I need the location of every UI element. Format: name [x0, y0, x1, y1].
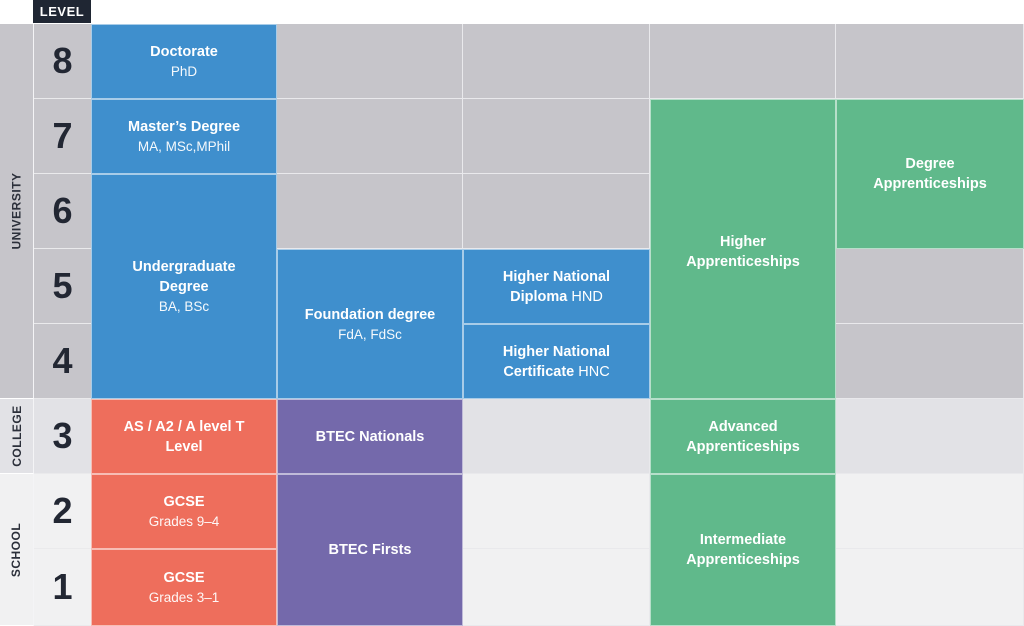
level-header: LEVEL — [33, 0, 91, 23]
qualification-higher-national-diploma[interactable]: Higher National Diploma HND — [463, 249, 650, 324]
qualification-title: Foundation degree — [305, 305, 436, 325]
grid-cell — [463, 174, 650, 249]
grid-cell — [277, 24, 463, 99]
qualification-foundation-degree[interactable]: Foundation degree FdA, FdSc — [277, 249, 463, 399]
qualification-abbreviation: HND — [571, 288, 603, 305]
grid-cell — [836, 549, 1024, 626]
grid-cell — [463, 399, 650, 474]
title-text: Advanced Apprenticeships — [686, 418, 800, 455]
level-number: 2 — [34, 474, 91, 549]
level-number: 5 — [34, 249, 91, 324]
qualification-examples: MA, MSc,MPhil — [137, 139, 231, 154]
grid-cell — [836, 324, 1024, 399]
grid-cell — [277, 99, 463, 174]
qualification-title: Intermediate Apprenticeships — [678, 530, 808, 570]
level-number: 4 — [34, 324, 91, 399]
title-text: Higher National Diploma — [502, 268, 611, 305]
qualification-as-a2-a-level-t-level[interactable]: AS / A2 / A level T Level — [91, 399, 277, 474]
qualification-intermediate-apprenticeships[interactable]: Intermediate Apprenticeships — [650, 474, 836, 626]
qualification-examples: Grades 9–4 — [148, 514, 220, 529]
qualification-title: GCSE — [163, 568, 204, 588]
qualification-title: GCSE — [163, 492, 204, 512]
section-label-text: COLLEGE — [9, 405, 24, 467]
qualification-title: Higher National Diploma HND — [492, 267, 622, 307]
title-text: Higher National Certificate — [502, 343, 611, 380]
qualification-examples: FdA, FdSc — [338, 326, 402, 342]
level-number: 8 — [34, 24, 91, 99]
grid-cell — [650, 24, 836, 99]
title-text: GCSE — [163, 570, 205, 586]
qualification-examples: PhD — [170, 64, 198, 79]
section-label-college: COLLEGE — [0, 399, 34, 474]
qualification-title: AS / A2 / A level T Level — [119, 417, 249, 457]
title-text: Undergraduate Degree — [132, 259, 236, 295]
level-number: 6 — [34, 174, 91, 249]
qualification-examples: BA, BSc — [158, 299, 210, 314]
qualification-title: Undergraduate Degree — [119, 257, 249, 297]
qualification-title: Higher National Certificate HNC — [492, 342, 622, 382]
title-text: Intermediate Apprenticeships — [686, 532, 800, 568]
grid-cell — [836, 24, 1024, 99]
qualification-master-s-degree[interactable]: Master’s Degree MA, MSc,MPhil — [91, 99, 277, 174]
level-number: 3 — [34, 399, 91, 474]
qualification-higher-national-certificate[interactable]: Higher National Certificate HNC — [463, 324, 650, 399]
grid-cell — [836, 249, 1024, 324]
section-label-school: SCHOOL — [0, 474, 34, 626]
grid-cell — [836, 474, 1024, 549]
title-text: Foundation degree — [304, 306, 436, 323]
section-label-university: UNIVERSITY — [0, 24, 34, 399]
grid-cell — [463, 24, 650, 99]
title-text: AS / A2 / A level T Level — [123, 418, 245, 455]
title-text: BTEC Firsts — [328, 542, 412, 558]
qualification-title: Higher Apprenticeships — [678, 232, 808, 272]
qualification-doctorate[interactable]: Doctorate PhD — [91, 24, 277, 99]
qualification-title: BTEC Nationals — [316, 427, 425, 447]
grid-cell — [463, 549, 650, 626]
qualification-title: BTEC Firsts — [329, 540, 412, 560]
qualification-examples: Grades 3–1 — [148, 590, 220, 605]
qualification-title: Degree Apprenticeships — [860, 154, 1000, 194]
qualification-btec-firsts[interactable]: BTEC Firsts — [277, 474, 463, 626]
qualification-title: Advanced Apprenticeships — [678, 417, 808, 457]
section-label-text: SCHOOL — [9, 522, 24, 577]
level-number: 1 — [34, 549, 91, 626]
qualification-abbreviation: HNC — [578, 363, 610, 380]
qualification-title: Master’s Degree — [128, 117, 240, 137]
qualification-gcse[interactable]: GCSE Grades 3–1 — [91, 549, 277, 626]
qualification-btec-nationals[interactable]: BTEC Nationals — [277, 399, 463, 474]
qualification-higher-apprenticeships[interactable]: Higher Apprenticeships — [650, 99, 836, 399]
grid-cell — [463, 99, 650, 174]
qualification-undergraduate-degree[interactable]: Undergraduate Degree BA, BSc — [91, 174, 277, 399]
title-text: Higher Apprenticeships — [686, 234, 800, 270]
title-text: Doctorate — [150, 44, 218, 60]
grid-cell — [836, 399, 1024, 474]
grid-cell — [277, 174, 463, 249]
qualification-advanced-apprenticeships[interactable]: Advanced Apprenticeships — [650, 399, 836, 474]
section-label-text: UNIVERSITY — [9, 172, 24, 250]
title-text: BTEC Nationals — [315, 428, 425, 445]
grid-cell — [463, 474, 650, 549]
qualification-title: Doctorate — [150, 42, 218, 62]
qualification-degree-apprenticeships[interactable]: Degree Apprenticeships — [836, 99, 1024, 249]
title-text: GCSE — [163, 494, 205, 510]
level-number: 7 — [34, 99, 91, 174]
title-text: Master’s Degree — [127, 119, 241, 135]
qualification-gcse[interactable]: GCSE Grades 9–4 — [91, 474, 277, 549]
title-text: Degree Apprenticeships — [873, 156, 987, 192]
